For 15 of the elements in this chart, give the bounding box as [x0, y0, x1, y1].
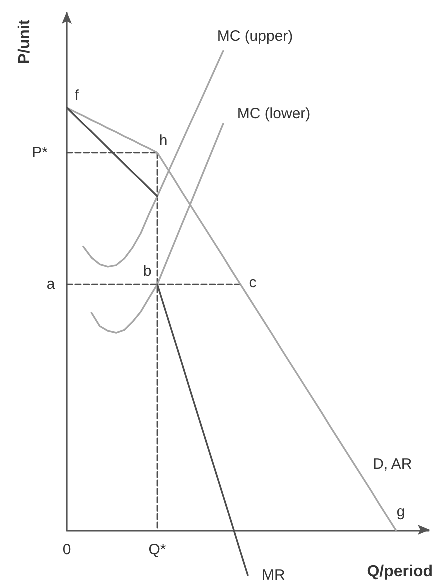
y-axis-title: P/unit: [16, 19, 34, 64]
annotation: g: [396, 504, 406, 520]
x-tick-label: 0: [62, 541, 72, 558]
series-label: MR: [262, 566, 286, 584]
annotation: f: [74, 87, 80, 104]
series-label: MC (upper): [217, 28, 294, 45]
x-axis-title: Q/period: [367, 564, 433, 580]
series-label: MC (lower): [237, 106, 311, 123]
x-tick-label: Q*: [148, 541, 166, 558]
series-label: D, AR: [373, 456, 412, 473]
annotation: P*: [32, 144, 48, 162]
annotation: c: [249, 274, 258, 292]
annotation: b: [143, 263, 152, 280]
annotation: a: [46, 276, 56, 294]
annotation: h: [159, 132, 168, 150]
